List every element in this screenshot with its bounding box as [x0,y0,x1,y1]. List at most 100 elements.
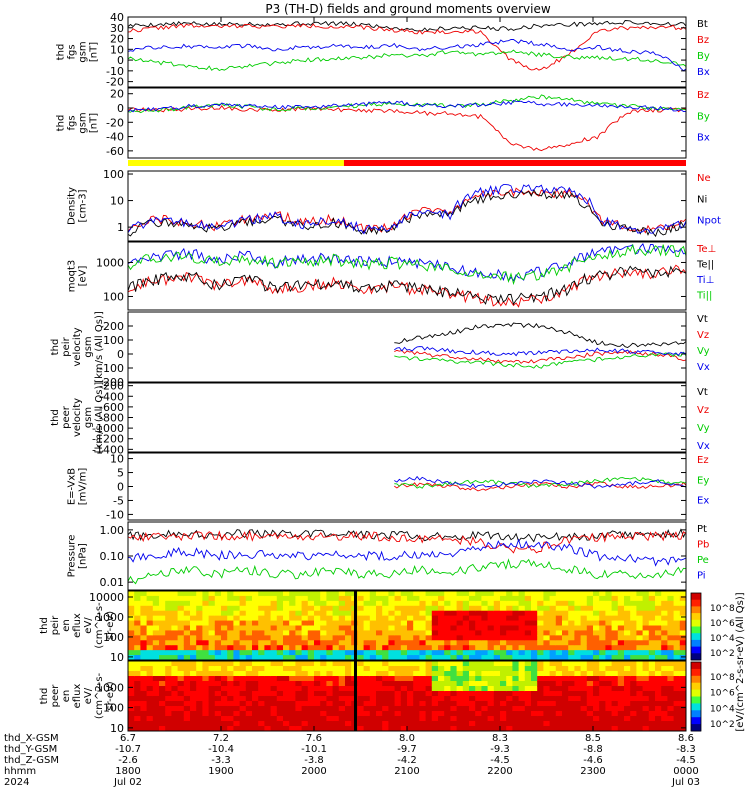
y-tick-label: -20 [106,76,124,89]
y-tick-label: 10 [110,651,124,664]
y-tick-label: 10 [110,195,124,208]
series-Ez-line [394,481,686,492]
orbit-bar [128,160,686,166]
panel-density: Ne Ni Npot 1 10 100 Density [cm-3] [67,168,721,242]
colorbar-segment [691,613,701,621]
colorbar-segment [691,689,701,697]
x-value-label: 8.5 [585,733,601,744]
y-tick-label: 0 [117,481,124,494]
series-Vz-line [394,349,686,364]
legend-Te: Te⊥ [696,244,716,255]
y-axis-label: peer [61,405,72,429]
y-tick-label: -10 [106,508,124,521]
y-tick-label: 10 [110,453,124,466]
colorbar-segment [691,675,701,684]
y-tick-label: 0.01 [100,576,125,589]
y-tick-label: -1400 [92,443,124,456]
colorbar-segment [691,682,701,691]
data-gap-marker [353,591,357,660]
x-value-label: 1800 [115,766,140,777]
x-value-label: 2100 [394,766,419,777]
spectrogram-peer-en-eflux [128,661,686,731]
x-row-label: thd_Z-GSM [4,755,59,766]
y-axis-label: Pressure [67,535,78,578]
x-value-label: -10.4 [208,744,234,755]
series-Te-line [128,265,686,306]
colorbar-tick-label: 10^8 [710,673,735,683]
x-value-label: -4.5 [676,755,696,766]
legend-Vy: Vy [697,346,710,357]
y-tick-label: -1000 [92,422,124,435]
y-axis-label: fgs [67,44,78,59]
y-tick-label: -200 [99,380,124,393]
y-tick-label: 1000 [96,681,124,694]
y-axis-label: gsm [78,41,89,62]
x-value-label: 0000 [673,766,698,777]
y-tick-label: -40 [106,131,124,144]
colorbar-segment [691,662,701,670]
y-axis-label: gsm [83,407,94,428]
series-Npot-line [128,184,686,235]
data-gap-marker [353,661,357,731]
y-axis-label: thd [56,115,67,132]
colorbar-segment [691,717,701,725]
y-axis-label: [km/s (All Qs)] [94,311,105,383]
y-tick-label: 0 [117,54,124,67]
y-axis-label: velocity [72,398,83,437]
legend-Vt: Vt [697,387,708,398]
colorbar-segment [691,626,701,634]
x-value-label: 7.6 [306,733,322,744]
y-tick-label: -60 [106,145,124,158]
legend-Bx: Bx [697,67,710,78]
y-tick-label: -400 [99,390,124,403]
y-tick-label: 1.00 [100,524,125,537]
y-axis-label: [mV/m] [78,468,89,506]
colorbar-label: [eV/(cm^2-s-sr-eV) (All Qs)] [735,592,746,731]
panel-frame [127,382,687,453]
legend-Te: Te|| [696,260,714,271]
colorbar-segment [691,633,701,641]
y-tick-label: 0 [117,102,124,115]
legend-By: By [697,111,710,122]
x-value-label: Jul 03 [671,777,700,788]
colorbar-tick-label: 10^2 [710,720,735,730]
y-tick-label: 100 [103,290,124,303]
colorbar-tick-label: 10^4 [710,634,735,644]
legend-Bt: Bt [697,19,708,30]
y-tick-label: -10 [106,65,124,78]
series-Ti-line [128,243,686,286]
x-value-label: 8.0 [399,733,415,744]
legend-Ez: Ez [697,455,709,466]
colorbar-tick-label: 10^6 [710,689,735,699]
y-axis-label: Density [67,187,78,225]
y-tick-label: 1000 [96,611,124,624]
figure-title: P3 (TH-D) fields and ground moments over… [265,2,550,16]
y-tick-label: 100 [103,631,124,644]
series-Vy-line [394,351,686,369]
y-tick-label: 10000 [89,591,124,604]
series-Ex-line [394,475,686,489]
colorbar-segment [691,646,701,654]
y-axis-label: fgs [67,115,78,130]
y-tick-label: -100 [99,362,124,375]
y-axis-label: velocity [72,327,83,366]
x-value-label: -3.3 [211,755,231,766]
colorbar-tick-label: 10^8 [710,604,735,614]
spectrogram-peir-en-eflux [128,591,686,660]
y-tick-label: 100 [103,168,124,181]
y-tick-label: -200 [99,376,124,389]
panel-frame [127,311,687,383]
orbit-bar-red [343,160,686,166]
legend-Vy: Vy [697,423,710,434]
y-tick-label: 0 [117,348,124,361]
series-By-line [128,49,686,72]
series-Vt-line [394,322,686,348]
y-tick-label: 200 [103,320,124,333]
y-axis-label: moqt3 [67,260,78,293]
colorbar-tick-label: 10^4 [710,704,735,714]
y-axis-label: [nT] [89,113,100,133]
